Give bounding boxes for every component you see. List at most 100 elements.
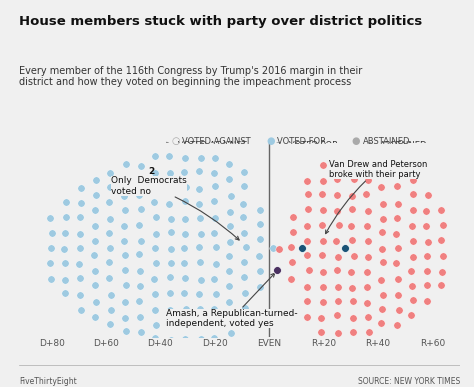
Point <box>106 184 113 190</box>
Point <box>379 229 386 235</box>
Point <box>107 321 114 327</box>
Point <box>105 199 113 205</box>
Point <box>210 230 218 236</box>
Text: ●: ● <box>266 136 275 146</box>
Point <box>136 283 144 289</box>
Point <box>410 297 417 303</box>
Point <box>227 209 234 215</box>
Point <box>61 277 69 283</box>
Point <box>365 177 372 183</box>
Point <box>275 246 283 252</box>
Point <box>136 314 143 320</box>
Point <box>394 170 402 176</box>
Point <box>333 192 340 198</box>
Text: Only  Democrats
voted no: Only Democrats voted no <box>111 176 239 240</box>
Point <box>424 253 431 259</box>
Point <box>212 244 219 250</box>
Point <box>152 336 159 342</box>
Point <box>379 216 386 222</box>
Point <box>240 214 247 220</box>
Point <box>122 328 130 334</box>
Point <box>350 315 357 321</box>
Point <box>120 223 128 229</box>
Point <box>76 275 83 281</box>
Point <box>348 284 356 291</box>
Point <box>408 223 416 229</box>
Point <box>195 168 203 175</box>
Point <box>195 291 203 298</box>
Point <box>166 307 174 313</box>
Point <box>242 320 250 326</box>
Point <box>62 199 70 205</box>
Point <box>167 229 175 235</box>
Point <box>151 185 158 191</box>
Point <box>318 191 326 197</box>
Point <box>92 299 100 305</box>
Point <box>319 178 327 184</box>
Point <box>348 192 356 199</box>
Point <box>136 298 143 304</box>
Point <box>363 269 371 275</box>
Point <box>107 245 114 251</box>
Point <box>394 183 401 189</box>
Point <box>196 201 203 207</box>
Point <box>425 239 432 245</box>
Point <box>122 282 129 288</box>
Text: Every member of the 116th Congress by Trump's 2016 margin in their
district and : Every member of the 116th Congress by Tr… <box>19 66 362 87</box>
Point <box>333 176 340 182</box>
Point <box>107 170 114 176</box>
Point <box>166 274 173 281</box>
Point <box>120 238 128 244</box>
Point <box>319 162 327 168</box>
Point <box>91 268 99 274</box>
Point <box>347 269 355 275</box>
Point <box>181 336 189 342</box>
Point <box>392 231 400 237</box>
Point <box>121 176 128 182</box>
Point <box>349 298 356 305</box>
Point <box>167 260 174 266</box>
Point <box>211 321 219 327</box>
Point <box>334 284 342 290</box>
Point <box>76 214 84 220</box>
Point <box>195 244 203 250</box>
Point <box>121 207 129 213</box>
Point <box>182 198 189 204</box>
Point <box>137 177 145 183</box>
Point <box>180 245 187 251</box>
Point <box>318 315 325 321</box>
Point <box>364 238 372 244</box>
Point <box>107 291 115 298</box>
Text: ABSTAINED: ABSTAINED <box>363 137 410 146</box>
Point <box>150 199 158 205</box>
Point <box>303 223 311 229</box>
Point <box>334 298 342 304</box>
Point <box>210 306 217 312</box>
Point <box>107 216 114 222</box>
Point <box>423 298 430 304</box>
Point <box>242 244 249 250</box>
Point <box>410 207 417 213</box>
Point <box>319 284 326 290</box>
Point <box>395 307 402 313</box>
Point <box>393 215 401 221</box>
Point <box>212 215 219 221</box>
Point <box>46 260 53 266</box>
Text: Amash, a Republican-turned-
independent, voted yes: Amash, a Republican-turned- independent,… <box>166 273 298 329</box>
Point <box>409 191 417 197</box>
Point <box>318 329 325 336</box>
Point <box>318 252 326 258</box>
Point <box>410 238 417 244</box>
Point <box>394 276 401 283</box>
Point <box>333 162 341 168</box>
Point <box>305 206 312 212</box>
Point <box>362 191 370 197</box>
Point <box>256 207 264 213</box>
Point <box>379 200 387 207</box>
Point <box>225 161 232 167</box>
Point <box>422 208 430 214</box>
Point <box>303 252 311 259</box>
Text: 2: 2 <box>148 166 155 176</box>
Point <box>210 170 218 176</box>
Point <box>303 177 311 183</box>
